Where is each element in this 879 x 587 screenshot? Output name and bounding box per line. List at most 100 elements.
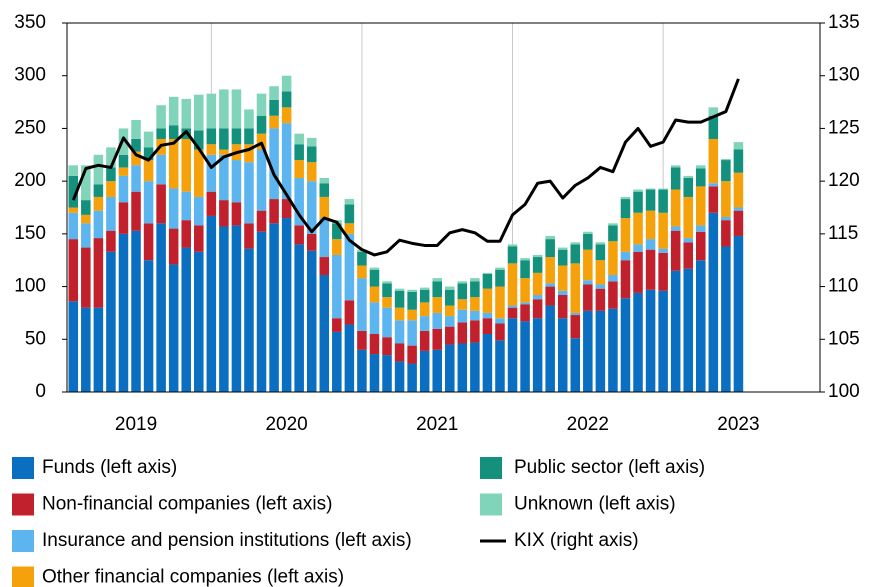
bar-segment xyxy=(670,270,681,392)
bar-segment xyxy=(633,251,643,293)
legend-swatch xyxy=(12,493,34,516)
bar-segment xyxy=(219,149,229,155)
y2-tick-label: 130 xyxy=(828,65,860,86)
bar-segment xyxy=(696,186,706,226)
bar-segment xyxy=(683,268,693,392)
bar-segment xyxy=(244,144,254,163)
bar-segment xyxy=(507,263,518,306)
bar-segment xyxy=(432,281,442,298)
bar-segment xyxy=(219,154,229,201)
bar-segment xyxy=(294,144,304,161)
bar-segment xyxy=(595,310,606,392)
bar-segment xyxy=(470,310,480,321)
bar-segment xyxy=(68,165,79,176)
bar-segment xyxy=(708,107,719,116)
bar-segment xyxy=(620,260,631,299)
bar-segment xyxy=(394,320,405,344)
bar-segment xyxy=(294,177,304,226)
bar-segment xyxy=(733,210,744,236)
bar-segment xyxy=(633,191,643,213)
bar-segment xyxy=(620,298,631,392)
bar-segment xyxy=(244,109,254,129)
bar-segment xyxy=(419,302,430,317)
x-tick-label: 2023 xyxy=(717,414,759,435)
bar-segment xyxy=(419,350,430,392)
bar-segment xyxy=(143,147,154,161)
bar-segment xyxy=(106,147,116,168)
bar-segment xyxy=(369,269,380,287)
bar-segment xyxy=(156,128,166,139)
bar-segment xyxy=(281,91,292,108)
bar-segment xyxy=(194,149,204,197)
bar-segment xyxy=(256,133,267,150)
bar-segment xyxy=(168,125,179,139)
bar-segment xyxy=(344,204,355,224)
bar-segment xyxy=(419,289,430,303)
bar-segment xyxy=(520,278,530,303)
bar-segment xyxy=(520,258,530,261)
bar-segment xyxy=(733,142,744,150)
bar-segment xyxy=(457,281,468,284)
bar-segment xyxy=(256,149,267,211)
legend-label: Non-financial companies (left axis) xyxy=(42,494,332,515)
bar-segment xyxy=(269,115,279,129)
bar-segment xyxy=(721,181,731,217)
bar-segment xyxy=(507,305,518,308)
legend-label: Unknown (left axis) xyxy=(514,494,676,515)
bar-segment xyxy=(156,105,166,129)
bar-segment xyxy=(507,318,518,392)
bar-segment xyxy=(696,225,706,232)
bar-segment xyxy=(482,288,493,313)
bar-segment xyxy=(382,281,392,284)
bar-segment xyxy=(256,231,267,392)
bar-segment xyxy=(608,241,618,275)
bar-segment xyxy=(294,133,304,145)
bar-segment xyxy=(670,226,681,231)
x-tick-label: 2022 xyxy=(567,414,609,435)
bar-segment xyxy=(470,342,480,392)
bar-segment xyxy=(721,220,731,247)
bar-segment xyxy=(131,138,141,152)
legend-swatch xyxy=(12,566,34,587)
bar-segment xyxy=(658,188,668,190)
bar-segment xyxy=(595,284,606,289)
bar-segment xyxy=(620,199,631,219)
legend-swatch xyxy=(480,457,502,479)
x-tick-label: 2019 xyxy=(115,414,157,435)
bar-segment xyxy=(269,99,279,116)
bar-segment xyxy=(545,239,555,258)
bar-segment xyxy=(532,257,543,273)
bar-segment xyxy=(344,324,355,392)
bar-segment xyxy=(683,196,693,239)
bar-segment xyxy=(131,165,141,192)
bar-segment xyxy=(68,301,79,392)
bar-segment xyxy=(445,289,455,306)
bar-segment xyxy=(194,225,204,252)
bar-segment xyxy=(608,281,618,309)
bar-segment xyxy=(306,250,317,392)
bar-segment xyxy=(520,302,530,305)
bar-segment xyxy=(143,131,154,148)
bar-segment xyxy=(143,260,154,392)
bar-segment xyxy=(683,177,693,197)
bar-segment xyxy=(269,86,279,100)
legend-swatch xyxy=(12,457,34,479)
bar-segment xyxy=(570,244,581,264)
bar-segment xyxy=(382,337,392,356)
bar-segment xyxy=(545,305,555,392)
bar-segment xyxy=(721,216,731,221)
bar-segment xyxy=(269,199,279,224)
y-tick-label: 0 xyxy=(35,381,46,402)
plot-frame xyxy=(66,22,821,393)
bar-segment xyxy=(294,225,304,245)
bar-segment xyxy=(407,345,417,364)
bar-segment xyxy=(407,289,417,292)
bar-segment xyxy=(457,299,468,310)
bar-segment xyxy=(332,239,342,255)
bar-segment xyxy=(457,343,468,392)
bar-segment xyxy=(319,218,330,258)
bar-segment xyxy=(369,267,380,270)
bar-segment xyxy=(432,328,442,350)
bar-segment xyxy=(306,137,317,147)
